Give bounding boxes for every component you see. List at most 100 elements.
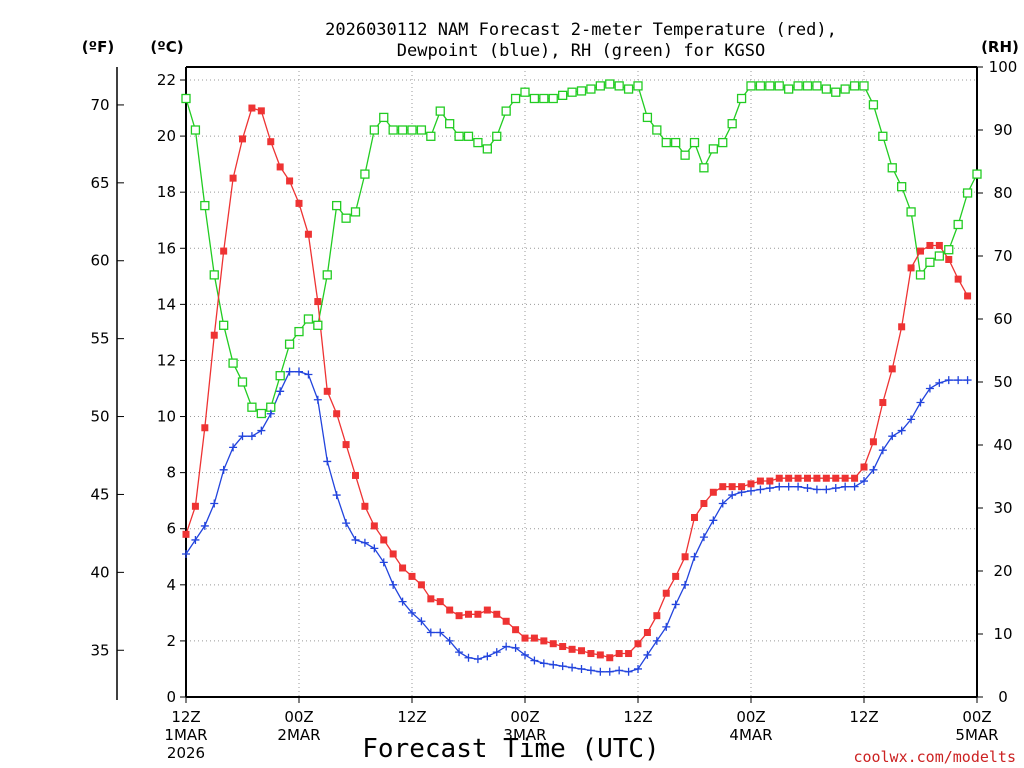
tick-label-fahrenheit: 45 xyxy=(90,485,109,503)
rh-point xyxy=(878,131,888,141)
tick-label-x: 3MAR xyxy=(503,726,546,744)
tick-label-x: 00Z xyxy=(736,708,765,726)
temp-point xyxy=(370,522,378,530)
dewpoint-point xyxy=(860,477,868,486)
rh-point xyxy=(944,245,954,255)
temp-point xyxy=(474,610,482,618)
rh-point xyxy=(275,371,285,381)
temp-point xyxy=(229,174,237,182)
dewpoint-point xyxy=(210,499,219,508)
dewpoint-point xyxy=(539,659,548,668)
rh-point xyxy=(925,257,935,267)
temp-point xyxy=(775,474,783,482)
dewpoint-point xyxy=(803,484,812,493)
tick-label-x: 00Z xyxy=(510,708,539,726)
dewpoint-point xyxy=(257,426,266,435)
rh-point xyxy=(501,106,511,116)
tick-label-celsius: 22 xyxy=(157,71,176,89)
rh-point xyxy=(247,402,257,412)
temp-point xyxy=(804,474,811,482)
tick-label-rh: 10 xyxy=(993,625,1012,643)
rh-point xyxy=(821,84,831,94)
dewpoint-point xyxy=(897,426,906,435)
dewpoint-point xyxy=(182,549,190,558)
dewpoint-point xyxy=(558,662,567,671)
dewpoint-point xyxy=(728,491,737,500)
temp-point xyxy=(210,331,218,339)
rh-point xyxy=(237,377,248,387)
dewpoint-point xyxy=(389,580,398,589)
tick-label-fahrenheit: 70 xyxy=(90,96,109,114)
dewpoint-point xyxy=(662,622,671,631)
unit-rh: (RH) xyxy=(981,38,1019,56)
temp-point xyxy=(493,610,501,618)
credit-text: coolwx.com/modelts xyxy=(853,748,1016,766)
rh-point xyxy=(614,81,624,91)
dewpoint-point xyxy=(313,395,322,404)
temp-point xyxy=(888,365,896,373)
temp-point xyxy=(917,247,924,255)
rh-point xyxy=(407,125,417,135)
dewpoint-point xyxy=(492,648,501,657)
rh-point xyxy=(802,81,813,91)
dewpoint-point xyxy=(266,409,275,418)
series-markers xyxy=(181,79,982,676)
rh-point xyxy=(633,81,643,91)
temp-point xyxy=(794,474,802,482)
dewpoint-point xyxy=(699,533,708,542)
temp-point xyxy=(220,247,228,255)
dewpoint-point xyxy=(596,667,605,676)
temp-point xyxy=(267,138,275,146)
temp-point xyxy=(295,199,303,207)
tick-label-celsius: 8 xyxy=(166,464,176,482)
rh-point xyxy=(492,131,502,141)
temp-point xyxy=(549,640,557,648)
rh-point xyxy=(332,200,342,211)
dewpoint-point xyxy=(436,628,445,637)
tick-label-x: 5MAR xyxy=(955,726,998,744)
temp-point xyxy=(634,640,642,648)
tick-label-fahrenheit: 40 xyxy=(90,563,109,581)
dewpoint-point xyxy=(794,482,803,491)
dewpoint-point xyxy=(238,432,247,441)
dewpoint-point xyxy=(812,485,821,494)
dewpoint-point xyxy=(370,544,379,553)
tick-label-x: 12Z xyxy=(171,708,200,726)
dewpoint-point xyxy=(502,642,511,651)
temp-point xyxy=(276,163,284,171)
temp-point xyxy=(738,483,746,491)
temp-point xyxy=(615,650,623,658)
rh-point xyxy=(473,137,483,148)
dewpoint-point xyxy=(709,516,718,525)
rh-point xyxy=(284,339,295,349)
rh-point xyxy=(445,119,455,129)
tick-label-x: 4MAR xyxy=(729,726,772,744)
dewpoint-point xyxy=(455,648,464,657)
temp-point xyxy=(248,104,256,112)
temp-point xyxy=(286,177,294,185)
dewpoint-point xyxy=(652,636,661,645)
temp-point xyxy=(361,502,369,510)
rh-point xyxy=(784,84,794,94)
chart-title: 2026030112 NAM Forecast 2-meter Temperat… xyxy=(325,20,837,40)
dewpoint-point xyxy=(200,521,209,530)
temp-point xyxy=(625,650,633,658)
dewpoint-point xyxy=(615,666,624,675)
unit-celsius: (ºC) xyxy=(150,38,183,56)
rh-point xyxy=(567,87,577,97)
rh-point xyxy=(322,270,332,280)
dewpoint-point xyxy=(483,652,492,661)
tick-label-rh: 50 xyxy=(993,373,1012,391)
temp-point xyxy=(822,474,830,482)
rh-point xyxy=(812,81,822,91)
rh-point xyxy=(793,81,803,91)
tick-label-x: 00Z xyxy=(284,708,313,726)
tick-label-celsius: 16 xyxy=(157,239,176,257)
temp-point xyxy=(530,634,538,642)
temp-point xyxy=(841,474,849,482)
rh-point xyxy=(849,81,860,91)
grid xyxy=(186,67,977,697)
x-axis-label: Forecast Time (UTC) xyxy=(362,734,659,764)
dewpoint-point xyxy=(219,465,228,474)
